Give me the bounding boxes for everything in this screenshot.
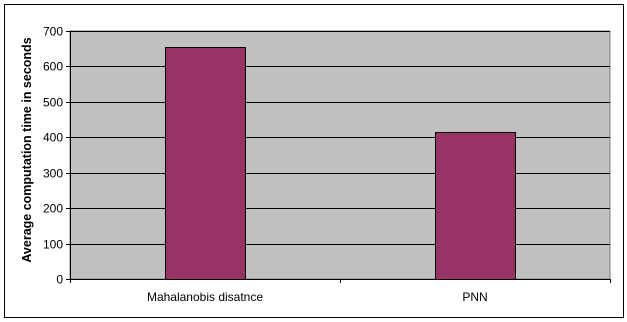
y-tick-label: 400 <box>43 131 63 145</box>
y-tick-label: 200 <box>43 202 63 216</box>
y-axis-label: Average computation time in seconds <box>20 37 34 262</box>
x-tick-label: PNN <box>462 290 487 304</box>
x-tick-label: Mahalanobis disatnce <box>147 290 263 304</box>
y-axis-ticks: 0 100 200 300 400 500 600 700 <box>43 25 70 287</box>
bar <box>435 132 516 280</box>
grid-lines <box>70 31 610 245</box>
bars <box>165 47 516 280</box>
y-tick-label: 700 <box>43 25 63 39</box>
y-tick-label: 100 <box>43 238 63 252</box>
y-tick-label: 600 <box>43 60 63 74</box>
x-axis-labels: Mahalanobis disatnce PNN <box>70 279 611 304</box>
y-tick-label: 0 <box>56 273 63 287</box>
y-tick-label: 300 <box>43 167 63 181</box>
bar <box>165 47 246 280</box>
y-tick-label: 500 <box>43 96 63 110</box>
plot-area <box>69 30 611 280</box>
